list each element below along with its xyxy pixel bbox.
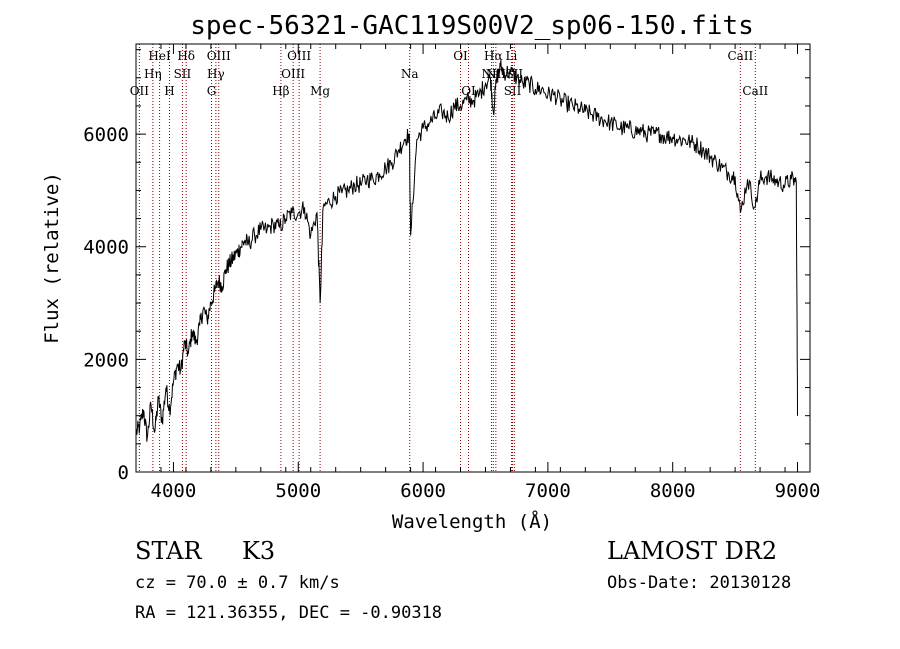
line-marker-label-11: OIII	[287, 49, 311, 63]
x-tick-label-1: 5000	[275, 480, 321, 502]
x-tick-label-0: 4000	[151, 480, 197, 502]
y-axis-label: Flux (relative)	[41, 172, 63, 344]
line-marker-label-20: SII	[504, 84, 522, 98]
y-tick-label-2: 4000	[83, 237, 129, 259]
survey-name: LAMOST DR2	[607, 537, 778, 565]
line-marker-label-5: Hδ	[177, 49, 195, 63]
x-tick-label-5: 9000	[775, 480, 821, 502]
x-axis-label: Wavelength (Å)	[392, 510, 552, 533]
y-axis: 0 2000 4000 6000	[83, 49, 810, 484]
redshift-line: cz = 70.0 ± 0.7 km/s	[135, 573, 340, 593]
line-marker-label-3: H	[164, 84, 174, 98]
x-tick-label-4: 8000	[650, 480, 696, 502]
line-marker-label-22: CaII	[727, 49, 753, 63]
spectrum-line	[135, 59, 798, 442]
object-subclass: K3	[242, 537, 276, 565]
line-marker-label-15: OI	[461, 84, 476, 98]
line-marker-label-12: Mg	[310, 84, 330, 98]
x-tick-label-2: 6000	[400, 480, 446, 502]
object-class: STAR	[135, 537, 202, 565]
y-tick-label-0: 0	[118, 462, 129, 484]
line-markers: OIIHηHeIHSIIHδGHγOIIIHβOIIIOIIIMgNaOIOIN…	[130, 44, 768, 472]
line-marker-label-23: CaII	[742, 84, 768, 98]
x-tick-label-3: 7000	[525, 480, 571, 502]
line-marker-label-7: Hγ	[207, 67, 225, 81]
x-axis: 4000 5000 6000 7000 8000 9000	[135, 44, 821, 502]
line-marker-label-1: Hη	[144, 67, 162, 81]
line-marker-label-17: Hα	[484, 49, 503, 63]
chart-title: spec-56321-GAC119S00V2_sp06-150.fits	[190, 11, 754, 41]
line-marker-label-0: OII	[130, 84, 150, 98]
line-marker-label-4: SII	[174, 67, 192, 81]
obs-date: Obs-Date: 20130128	[607, 573, 792, 593]
line-marker-label-8: OIII	[207, 49, 231, 63]
ra-dec-line: RA = 121.36355, DEC = -0.90318	[135, 603, 443, 623]
line-marker-label-13: Na	[401, 67, 419, 81]
line-marker-label-2: HeI	[148, 49, 171, 63]
line-marker-label-9: Hβ	[272, 84, 289, 98]
y-tick-label-1: 2000	[83, 349, 129, 371]
plot-frame	[135, 43, 811, 473]
line-marker-label-6: G	[207, 84, 217, 98]
line-marker-label-10: OIII	[281, 67, 305, 81]
line-marker-label-14: OI	[453, 49, 468, 63]
y-tick-label-3: 6000	[83, 124, 129, 146]
line-marker-label-19: Li	[506, 49, 518, 63]
